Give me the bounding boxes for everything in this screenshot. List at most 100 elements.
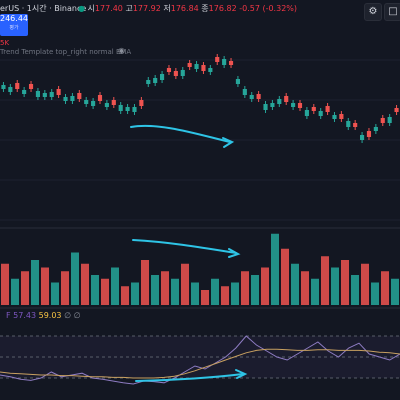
candle	[118, 105, 123, 111]
candles	[1, 54, 399, 143]
price-badge-sub: 평가	[9, 25, 19, 31]
candle	[84, 100, 89, 104]
candle	[201, 65, 206, 71]
candle	[42, 93, 47, 97]
volume-bar	[21, 271, 29, 305]
volume-bar	[1, 263, 9, 305]
volume-bar	[121, 286, 129, 305]
low-value: 176.84	[170, 4, 199, 13]
candle	[263, 104, 268, 110]
candle	[70, 96, 75, 101]
candle	[394, 108, 399, 112]
annotation-arrow-osc	[135, 369, 248, 382]
volume-bar	[51, 282, 59, 305]
candle	[387, 117, 392, 123]
volume-bar	[251, 275, 259, 305]
high-value: 177.92	[132, 4, 161, 13]
candle	[97, 95, 103, 101]
candle	[187, 63, 192, 67]
candle	[132, 107, 137, 112]
volume-bar	[71, 252, 79, 305]
candle	[194, 64, 199, 69]
volume-bar	[131, 282, 139, 305]
candle	[139, 100, 144, 106]
volume-bar	[291, 263, 299, 305]
candle	[125, 107, 130, 111]
candle	[360, 135, 365, 140]
candle	[304, 110, 309, 116]
candle	[22, 90, 27, 94]
volume-bar	[141, 260, 149, 305]
eye-icon[interactable]: ◉	[118, 46, 125, 55]
change-value: -0.57 (-0.32%)	[239, 4, 298, 13]
volume-bar	[381, 271, 389, 305]
gear-icon[interactable]: ⚙	[364, 3, 382, 21]
volume-bar	[181, 263, 189, 305]
candle	[49, 92, 54, 97]
volume-bar	[301, 271, 309, 305]
candle	[160, 74, 165, 80]
candle	[146, 80, 151, 84]
volume-bar	[351, 275, 359, 305]
volume-bar	[261, 267, 269, 305]
volume-bar	[111, 267, 119, 305]
candle	[111, 100, 116, 105]
candle	[77, 93, 82, 99]
candle	[63, 97, 68, 101]
annotation-arrow-price	[130, 124, 235, 148]
candle	[332, 115, 337, 119]
close-label: 종	[201, 4, 209, 13]
candle	[28, 84, 34, 89]
volume-bar	[271, 233, 279, 305]
volume-bar	[191, 282, 199, 305]
candle	[297, 103, 303, 108]
indicator-legend[interactable]: Trend Template top_right normal EMA	[0, 48, 132, 56]
volume-bar	[161, 271, 169, 305]
candle	[366, 131, 372, 137]
osc-value2: 59.03	[38, 311, 62, 320]
volume-bars	[1, 233, 399, 305]
candle	[208, 68, 213, 72]
candle	[56, 89, 61, 95]
ohlc-readout: ● 시177.40 고177.92 저176.84 종176.82 -0.57 …	[78, 4, 297, 14]
candle	[256, 94, 261, 99]
osc-ext: ∅ ∅	[64, 311, 81, 320]
candle	[153, 78, 158, 83]
volume-bar	[11, 278, 19, 305]
volume-bar	[331, 267, 339, 305]
volume-bar	[41, 267, 49, 305]
price-badge-value: 246.44	[0, 14, 28, 23]
volume-bar	[391, 278, 399, 305]
volume-bar	[101, 278, 109, 305]
volume-bar	[241, 271, 249, 305]
open-label: 시	[87, 4, 95, 13]
candle	[215, 57, 220, 62]
volume-bar	[171, 278, 179, 305]
volume-bar	[341, 260, 349, 305]
volume-bar	[231, 282, 239, 305]
symbol-label[interactable]: erUS · 1시간 · Binance	[0, 4, 87, 13]
volume-bar	[321, 256, 329, 305]
volume-bar	[211, 278, 219, 305]
volume-bar	[201, 290, 209, 305]
candle	[173, 71, 178, 76]
candle	[277, 99, 282, 104]
volume-bar	[311, 278, 319, 305]
osc-indicator-label[interactable]: F 57.43 59.03 ∅ ∅	[6, 311, 81, 321]
candle	[180, 70, 185, 76]
open-value: 177.40	[94, 4, 123, 13]
candle	[291, 103, 296, 107]
volume-bar	[91, 275, 99, 305]
candle	[249, 95, 254, 99]
volume-bar	[81, 263, 89, 305]
candle	[91, 101, 96, 106]
osc-line-secondary	[0, 348, 400, 379]
candle	[228, 61, 234, 65]
candle	[35, 91, 40, 97]
square-icon[interactable]: □	[384, 3, 400, 21]
mini-label: 5K	[0, 39, 10, 47]
volume-bar	[361, 263, 369, 305]
candle	[346, 121, 351, 127]
candle	[270, 103, 275, 107]
